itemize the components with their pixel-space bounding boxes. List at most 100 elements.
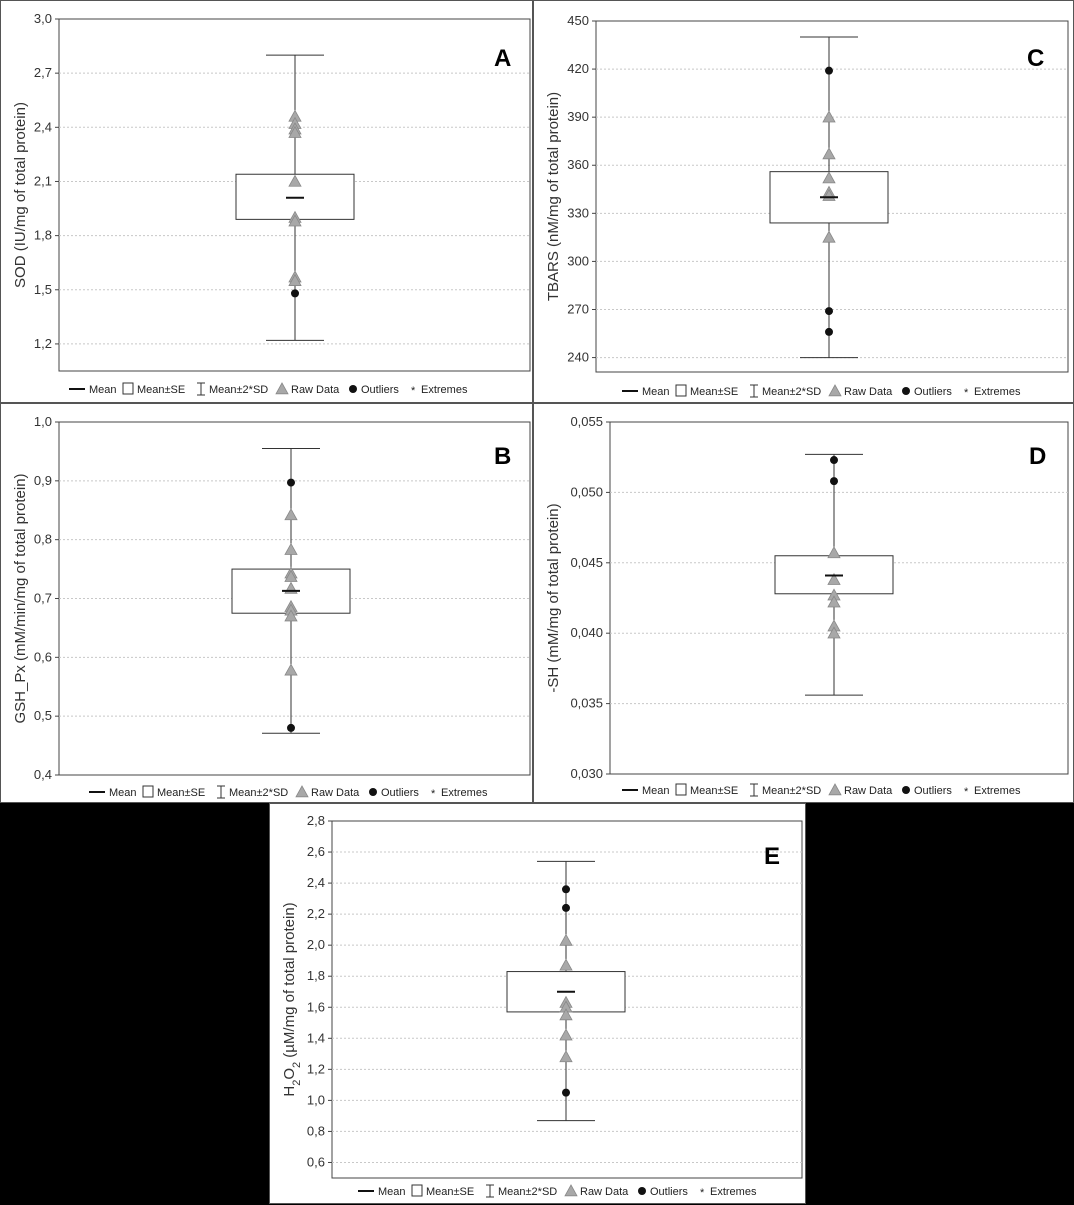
y-axis-label-subscript: 2 <box>291 1080 303 1086</box>
legend-se-label: Mean±SE <box>137 384 185 396</box>
outlier-point <box>291 289 299 298</box>
legend-sd-label: Mean±2*SD <box>498 1186 557 1198</box>
legend-outlier-label: Outliers <box>361 384 399 396</box>
legend-extreme-swatch: * <box>964 786 969 798</box>
y-axis-label: H2O2 (µM/mg of total protein) <box>281 902 303 1096</box>
chart-svg-d: 0,030 0,035 0,040 0,045 0,050 0,055 -SH (mM/mg… <box>545 414 1069 798</box>
outlier-point <box>830 456 838 465</box>
legend-raw-swatch <box>275 382 289 395</box>
legend-extreme-label: Extremes <box>710 1186 757 1198</box>
y-tick-label: 1,0 <box>34 414 52 429</box>
legend-outlier-label: Outliers <box>381 787 419 799</box>
y-tick-label: 270 <box>567 301 589 316</box>
y-tick-label: 0,055 <box>570 414 603 429</box>
y-tick-label: 1,8 <box>34 228 52 243</box>
legend-sd-swatch <box>750 384 758 398</box>
legend-raw-swatch <box>295 785 309 798</box>
outlier-point <box>825 307 833 316</box>
legend-extreme-swatch: * <box>700 1187 705 1199</box>
y-tick-label: 1,2 <box>34 336 52 351</box>
panel-letter: C <box>1027 45 1044 72</box>
legend-sd-swatch <box>217 785 225 799</box>
legend-extreme-label: Extremes <box>974 386 1021 398</box>
raw-data-point <box>822 110 836 123</box>
legend-outlier-swatch <box>902 387 910 395</box>
outlier-point <box>287 723 295 732</box>
legend-se-swatch <box>122 382 134 395</box>
outlier-point <box>825 66 833 75</box>
legend-outlier-swatch <box>902 786 910 794</box>
legend-extreme-label: Extremes <box>441 787 488 799</box>
legend-se-swatch <box>675 384 687 397</box>
raw-data-point <box>559 958 573 971</box>
chart-panel-e: 0,6 0,8 1,0 1,2 1,4 1,6 1,8 2,0 2,2 2,4 2,6 2,8 H2O2… <box>269 803 806 1204</box>
raw-data-point <box>822 230 836 243</box>
y-axis-label: SOD (IU/mg of total protein) <box>12 102 29 288</box>
y-tick-label: 1,8 <box>307 968 325 983</box>
legend-sd-swatch <box>750 783 758 797</box>
legend-sd-label: Mean±2*SD <box>229 787 288 799</box>
legend-sd-swatch <box>197 382 205 396</box>
legend-mean-label: Mean <box>109 787 137 799</box>
legend-raw-label: Raw Data <box>311 787 360 799</box>
legend-mean-label: Mean <box>642 785 670 797</box>
raw-data-point <box>559 1008 573 1021</box>
raw-data-point <box>288 273 302 286</box>
chart-svg-c: 240 270 300 330 360 390 420 450 TBARS (nM/mg of … <box>545 13 1069 399</box>
raw-data-point <box>559 933 573 946</box>
y-tick-label: 0,4 <box>34 767 52 782</box>
legend-raw-swatch <box>564 1184 578 1197</box>
legend-se-label: Mean±SE <box>690 386 738 398</box>
y-axis-label-part: H <box>281 1086 298 1097</box>
y-tick-label: 2,6 <box>307 844 325 859</box>
y-tick-label: 2,7 <box>34 65 52 80</box>
y-tick-label: 2,4 <box>307 875 325 890</box>
panel-letter: B <box>494 443 511 470</box>
legend-mean-label: Mean <box>89 384 117 396</box>
outlier-point <box>562 885 570 894</box>
y-tick-label: 1,2 <box>307 1061 325 1076</box>
y-tick-label: 390 <box>567 109 589 124</box>
y-tick-label: 0,040 <box>570 625 603 640</box>
y-tick-label: 3,0 <box>34 11 52 26</box>
raw-data-point <box>288 125 302 138</box>
y-tick-label: 0,9 <box>34 473 52 488</box>
outlier-point <box>287 478 295 487</box>
y-tick-label: 0,045 <box>570 555 603 570</box>
y-tick-label: 0,035 <box>570 696 603 711</box>
legend-outlier-label: Outliers <box>914 386 952 398</box>
raw-data-point <box>827 595 841 608</box>
chart-svg-a: 1,2 1,5 1,8 2,1 2,4 2,7 3,0 SOD (IU/mg of total… <box>12 11 531 397</box>
legend: Mean Mean±SE Mean±2*SD Raw Data Outliers * Ext… <box>69 382 468 397</box>
legend-mean-label: Mean <box>378 1186 406 1198</box>
y-tick-label: 0,7 <box>34 591 52 606</box>
y-axis-label: GSH_Px (mM/min/mg of total protein) <box>12 473 29 723</box>
raw-data-point <box>827 546 841 559</box>
legend-raw-label: Raw Data <box>291 384 340 396</box>
raw-data-point <box>827 572 841 585</box>
y-axis-label: -SH (mM/mg of total protein) <box>545 503 562 692</box>
legend-se-label: Mean±SE <box>157 787 205 799</box>
legend-extreme-swatch: * <box>431 788 436 800</box>
y-tick-label: 2,8 <box>307 813 325 828</box>
raw-data-point <box>288 174 302 187</box>
chart-panel-d: 0,030 0,035 0,040 0,045 0,050 0,055 -SH (mM/mg… <box>533 403 1074 803</box>
y-tick-label: 1,4 <box>307 1030 325 1045</box>
y-tick-label: 450 <box>567 13 589 28</box>
y-tick-label: 1,6 <box>307 999 325 1014</box>
panel-letter: D <box>1029 443 1046 470</box>
chart-panel-b: 0,4 0,5 0,6 0,7 0,8 0,9 1,0 GSH_Px (mM/min/mg o… <box>0 403 533 803</box>
legend-sd-label: Mean±2*SD <box>209 384 268 396</box>
raw-data-point <box>822 147 836 160</box>
raw-data-point <box>284 569 298 582</box>
y-tick-label: 0,030 <box>570 766 603 781</box>
legend-extreme-swatch: * <box>964 387 969 399</box>
chart-svg-e: 0,60,81,01,21,41,61,82,02,22,42,62,8H2O2… <box>281 813 803 1199</box>
legend-mean-label: Mean <box>642 386 670 398</box>
legend-extreme-swatch: * <box>411 385 416 397</box>
legend-outlier-label: Outliers <box>914 785 952 797</box>
legend-se-label: Mean±SE <box>690 785 738 797</box>
legend-raw-label: Raw Data <box>580 1186 629 1198</box>
legend-sd-label: Mean±2*SD <box>762 785 821 797</box>
y-tick-label: 2,1 <box>34 173 52 188</box>
